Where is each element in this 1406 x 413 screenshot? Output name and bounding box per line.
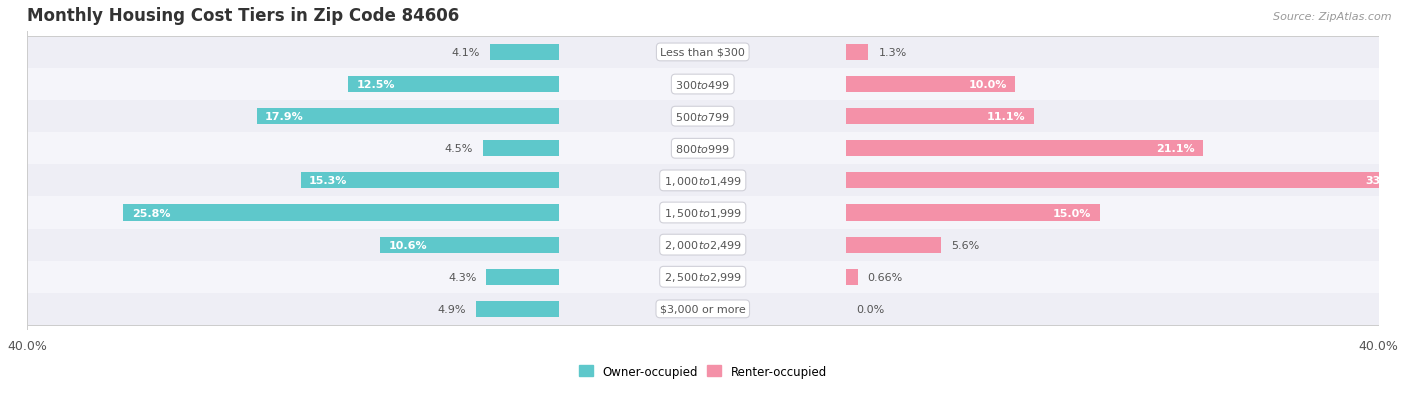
Bar — [27, 101, 1379, 133]
Bar — [27, 165, 1379, 197]
Bar — [846, 77, 1015, 93]
Text: 17.9%: 17.9% — [266, 112, 304, 122]
Text: 4.1%: 4.1% — [451, 48, 479, 58]
Text: Monthly Housing Cost Tiers in Zip Code 84606: Monthly Housing Cost Tiers in Zip Code 8… — [27, 7, 460, 25]
Text: 10.0%: 10.0% — [969, 80, 1007, 90]
Text: 11.1%: 11.1% — [987, 112, 1025, 122]
Bar — [27, 229, 1379, 261]
Text: $2,500 to $2,999: $2,500 to $2,999 — [664, 271, 742, 284]
Bar — [486, 269, 560, 285]
Bar — [257, 109, 560, 125]
Bar — [489, 45, 560, 61]
Text: 5.6%: 5.6% — [950, 240, 980, 250]
Bar — [380, 237, 560, 253]
Text: Less than $300: Less than $300 — [661, 48, 745, 58]
Text: 10.6%: 10.6% — [388, 240, 427, 250]
Bar — [846, 109, 1033, 125]
Text: 15.3%: 15.3% — [309, 176, 347, 186]
Text: $1,500 to $1,999: $1,500 to $1,999 — [664, 206, 742, 219]
Bar — [477, 301, 560, 317]
Text: $1,000 to $1,499: $1,000 to $1,499 — [664, 174, 742, 188]
Text: 4.3%: 4.3% — [449, 272, 477, 282]
Text: 15.0%: 15.0% — [1053, 208, 1091, 218]
Bar — [846, 173, 1406, 189]
Text: 33.5%: 33.5% — [1365, 176, 1405, 186]
Text: 25.8%: 25.8% — [132, 208, 170, 218]
Bar — [27, 133, 1379, 165]
Legend: Owner-occupied, Renter-occupied: Owner-occupied, Renter-occupied — [578, 365, 827, 377]
Text: $500 to $799: $500 to $799 — [675, 111, 730, 123]
Bar — [347, 77, 560, 93]
Bar — [301, 173, 560, 189]
Text: 4.5%: 4.5% — [444, 144, 472, 154]
Text: 0.0%: 0.0% — [856, 304, 884, 314]
Text: $2,000 to $2,499: $2,000 to $2,499 — [664, 239, 742, 252]
Text: 4.9%: 4.9% — [437, 304, 467, 314]
Bar — [846, 141, 1204, 157]
Text: $800 to $999: $800 to $999 — [675, 143, 730, 155]
Bar — [484, 141, 560, 157]
Text: $300 to $499: $300 to $499 — [675, 79, 730, 91]
Text: Source: ZipAtlas.com: Source: ZipAtlas.com — [1274, 12, 1392, 22]
Bar — [27, 69, 1379, 101]
Text: 12.5%: 12.5% — [356, 80, 395, 90]
Text: 0.66%: 0.66% — [868, 272, 903, 282]
Bar — [846, 237, 941, 253]
Bar — [846, 45, 869, 61]
Bar — [846, 269, 858, 285]
Text: 1.3%: 1.3% — [879, 48, 907, 58]
Bar — [27, 197, 1379, 229]
Bar — [27, 37, 1379, 69]
Bar — [27, 293, 1379, 325]
Bar — [27, 261, 1379, 293]
Bar — [124, 205, 560, 221]
Text: 21.1%: 21.1% — [1156, 144, 1195, 154]
Text: $3,000 or more: $3,000 or more — [659, 304, 745, 314]
Bar — [846, 205, 1099, 221]
